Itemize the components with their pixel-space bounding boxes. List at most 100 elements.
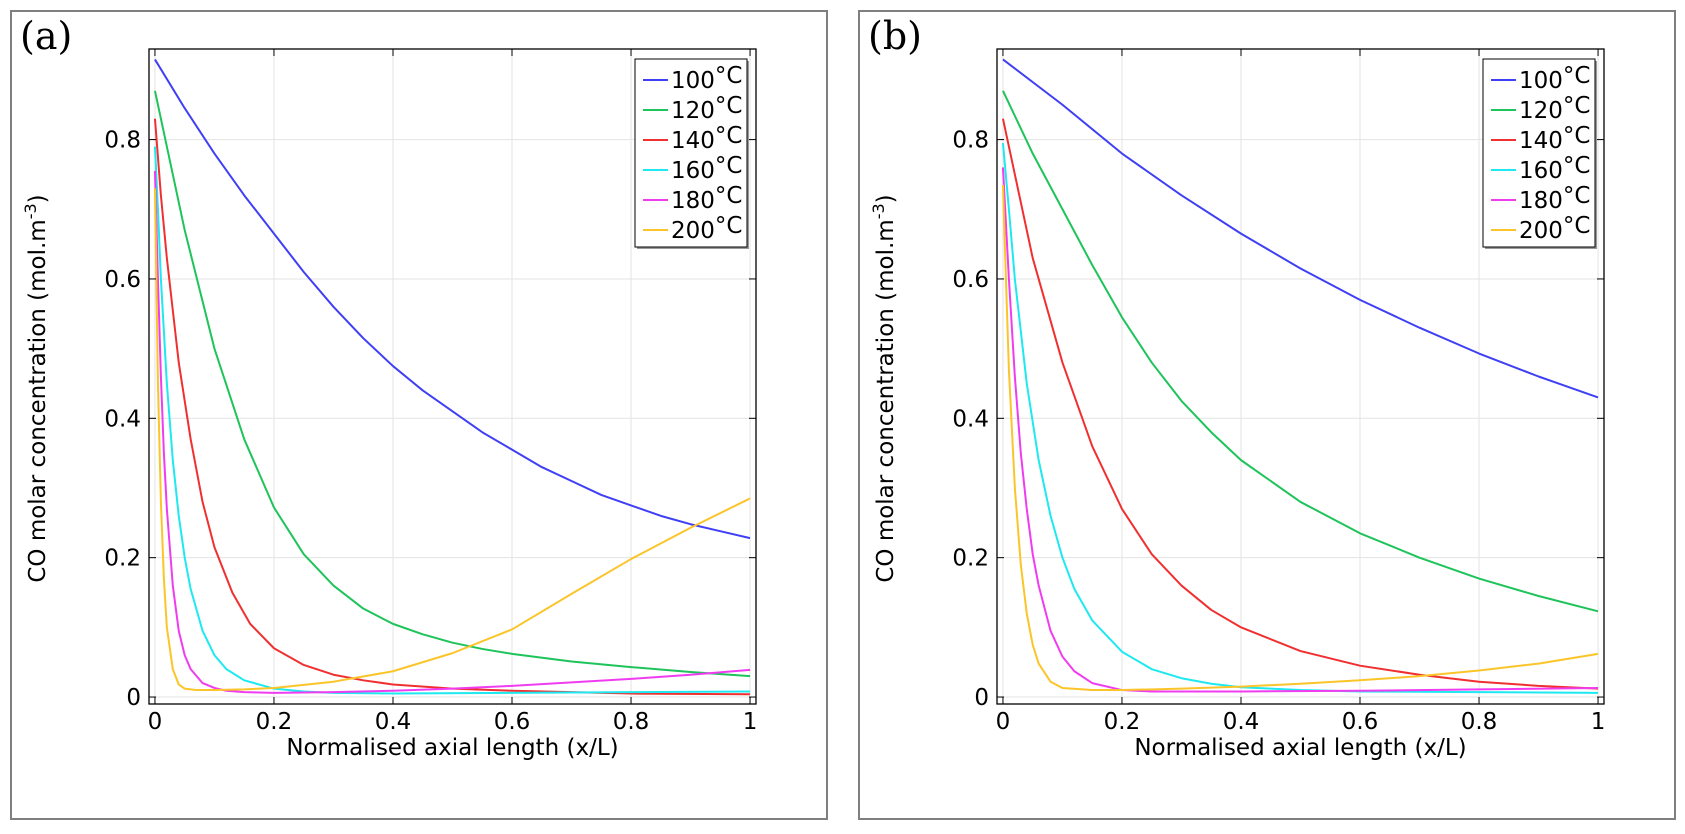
legend-temp: 180 [1519,188,1563,214]
y-tick-label: 0.8 [952,128,989,154]
axes-frame [996,48,1605,705]
legend-label: 200°C [671,213,742,244]
x-tick-label: 0.8 [1461,709,1498,735]
legend-label: 180°C [671,183,742,214]
legend-box [634,58,748,248]
x-axis-label: Normalised axial length (x/L) [286,735,618,761]
legend-label: 140°C [671,123,742,154]
x-tick-label: 0.2 [256,709,293,735]
legend-item-120: 120°C [643,93,742,124]
legend-temp: 160 [1519,158,1563,184]
y-tick-label: 0.2 [952,546,989,572]
y-axis-label-superscript: -3 [21,203,40,219]
x-tick-label: 0.8 [613,709,650,735]
y-axis-label-main: CO molar concentration (mol.m [25,219,51,582]
legend-unit: °C [715,93,743,119]
legend-unit: °C [1563,153,1591,179]
x-tick-label: 0.6 [1342,709,1379,735]
x-tick-label: 0 [148,709,163,735]
series-line-160 [153,146,751,695]
legend-item-160: 160°C [1491,153,1590,184]
legend-temp: 200 [1519,218,1563,244]
x-tick-label: 0.6 [494,709,531,735]
legend-item-120: 120°C [1491,93,1590,124]
y-tick-label: 0.4 [104,406,141,432]
x-tick-label: 0.4 [1223,709,1260,735]
legend-label: 120°C [671,93,742,124]
series-line-200 [1001,184,1599,692]
x-tick-label: 1 [743,709,758,735]
y-tick-label: 0 [974,685,989,711]
legend-unit: °C [715,153,743,179]
x-axis-label: Normalised axial length (x/L) [1134,735,1466,761]
y-tick-label: 0.2 [104,546,141,572]
legend-label: 100°C [1519,63,1590,94]
x-tick-label: 0.2 [1104,709,1141,735]
legend-temp: 180 [671,188,715,214]
legend-unit: °C [1563,93,1591,119]
legend-label: 100°C [671,63,742,94]
y-axis-label-main: CO molar concentration (mol.m [873,219,899,582]
legend-temp: 120 [1519,98,1563,124]
legend-label: 180°C [1519,183,1590,214]
legend-temp: 140 [671,128,715,154]
series-line-200 [153,188,751,692]
legend-item-200: 200°C [643,213,742,244]
legend-unit: °C [715,123,743,149]
chart-panel-a: (a) 0 0.2 0.4 0.6 0.8 1 0 0.2 0.4 0.6 0.8 Normalise… [10,10,828,820]
legend-item-140: 140°C [643,123,742,154]
legend-item-140: 140°C [1491,123,1590,154]
y-axis-label: CO molar concentration (mol.m-3) [21,194,51,582]
legend-temp: 160 [671,158,715,184]
y-tick-label: 0.8 [104,128,141,154]
x-tick-label: 1 [1591,709,1606,735]
legend-temp: 100 [671,68,715,94]
legend-unit: °C [715,213,743,239]
chart-panel-b: (b) 0 0.2 0.4 0.6 0.8 1 0 0.2 0.4 0.6 0.8 Normalise… [858,10,1676,820]
legend-item-200: 200°C [1491,213,1590,244]
series-line-100 [1002,58,1599,399]
panel-label: (b) [868,14,922,58]
legend-item-100: 100°C [643,63,742,94]
y-axis-label-superscript: -3 [869,203,888,219]
y-axis-label-end: ) [25,194,51,203]
series-line-180 [1001,167,1599,693]
legend-unit: °C [1563,63,1591,89]
legend-temp: 140 [1519,128,1563,154]
x-tick-label: 0 [996,709,1011,735]
x-tick-label: 0.4 [375,709,412,735]
y-tick-label: 0.6 [952,267,989,293]
legend-item-160: 160°C [643,153,742,184]
panel-label: (a) [20,14,73,58]
legend-unit: °C [715,63,743,89]
legend-unit: °C [1563,183,1591,209]
legend-label: 160°C [1519,153,1590,184]
legend-label: 120°C [1519,93,1590,124]
y-axis-label: CO molar concentration (mol.m-3) [869,194,899,582]
y-tick-label: 0 [126,685,141,711]
series-line-140 [1001,118,1599,690]
y-tick-label: 0.6 [104,267,141,293]
legend-item-180: 180°C [1491,183,1590,214]
legend-item-100: 100°C [1491,63,1590,94]
series-line-100 [154,58,751,540]
y-tick-label: 0.4 [952,406,989,432]
legend-label: 160°C [671,153,742,184]
legend-label: 200°C [1519,213,1590,244]
y-axis-label-end: ) [873,194,899,203]
series-line-120 [1002,90,1599,613]
legend-item-180: 180°C [643,183,742,214]
legend-unit: °C [715,183,743,209]
legend-temp: 120 [671,98,715,124]
series-line-120 [153,90,751,678]
axes-frame [148,48,757,705]
legend-temp: 100 [1519,68,1563,94]
legend-unit: °C [1563,213,1591,239]
legend-label: 140°C [1519,123,1590,154]
legend-unit: °C [1563,123,1591,149]
legend-box [1482,58,1596,248]
